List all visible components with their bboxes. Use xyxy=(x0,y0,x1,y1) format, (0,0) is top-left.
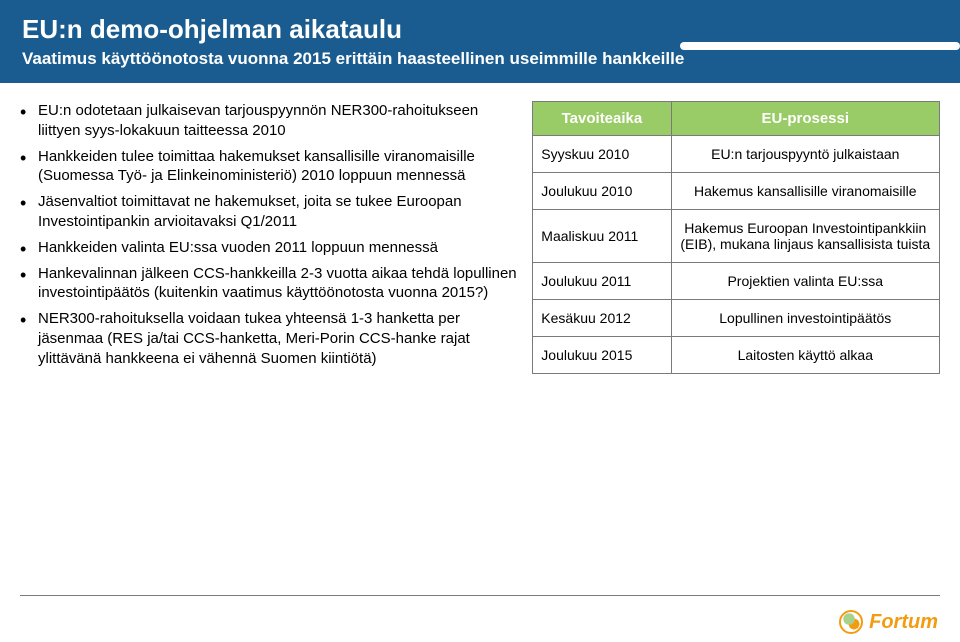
footer-divider xyxy=(20,595,940,596)
list-item: Jäsenvaltiot toimittavat ne hakemukset, … xyxy=(20,192,518,232)
table-header: Tavoiteaika xyxy=(533,102,671,136)
table-cell: Joulukuu 2010 xyxy=(533,173,671,210)
fortum-logo-icon xyxy=(839,610,863,634)
list-item: EU:n odotetaan julkaisevan tarjouspyynnö… xyxy=(20,101,518,141)
table-row: Maaliskuu 2011Hakemus Euroopan Investoin… xyxy=(533,210,940,263)
bullet-list: EU:n odotetaan julkaisevan tarjouspyynnö… xyxy=(20,101,518,369)
table-cell: Laitosten käyttö alkaa xyxy=(671,337,939,374)
slide-content: EU:n odotetaan julkaisevan tarjouspyynnö… xyxy=(0,83,960,375)
list-item: Hankevalinnan jälkeen CCS-hankkeilla 2-3… xyxy=(20,264,518,304)
slide-subtitle: Vaatimus käyttöönotosta vuonna 2015 erit… xyxy=(22,49,938,69)
list-item: Hankkeiden valinta EU:ssa vuoden 2011 lo… xyxy=(20,238,518,258)
table-cell: Joulukuu 2011 xyxy=(533,263,671,300)
table-row: Joulukuu 2015Laitosten käyttö alkaa xyxy=(533,337,940,374)
table-cell: Syyskuu 2010 xyxy=(533,136,671,173)
fortum-logo-text: Fortum xyxy=(869,611,938,634)
slide-title: EU:n demo-ohjelman aikataulu xyxy=(22,14,938,45)
list-item: NER300-rahoituksella voidaan tukea yhtee… xyxy=(20,309,518,368)
timeline-table: Tavoiteaika EU-prosessi Syyskuu 2010EU:n… xyxy=(532,101,940,374)
table-cell: Maaliskuu 2011 xyxy=(533,210,671,263)
table-cell: Projektien valinta EU:ssa xyxy=(671,263,939,300)
table-cell: Kesäkuu 2012 xyxy=(533,300,671,337)
table-row: Kesäkuu 2012Lopullinen investointipäätös xyxy=(533,300,940,337)
list-item: Hankkeiden tulee toimittaa hakemukset ka… xyxy=(20,147,518,187)
right-column: Tavoiteaika EU-prosessi Syyskuu 2010EU:n… xyxy=(532,101,940,375)
fortum-logo: Fortum xyxy=(839,610,938,634)
table-row: Joulukuu 2010Hakemus kansallisille viran… xyxy=(533,173,940,210)
table-row: Joulukuu 2011Projektien valinta EU:ssa xyxy=(533,263,940,300)
table-cell: Hakemus kansallisille viranomaisille xyxy=(671,173,939,210)
left-column: EU:n odotetaan julkaisevan tarjouspyynnö… xyxy=(20,101,518,375)
table-header: EU-prosessi xyxy=(671,102,939,136)
table-cell: EU:n tarjouspyyntö julkaistaan xyxy=(671,136,939,173)
table-cell: Hakemus Euroopan Investointipankkiin (EI… xyxy=(671,210,939,263)
table-cell: Lopullinen investointipäätös xyxy=(671,300,939,337)
table-row: Syyskuu 2010EU:n tarjouspyyntö julkaista… xyxy=(533,136,940,173)
table-cell: Joulukuu 2015 xyxy=(533,337,671,374)
slide-header: EU:n demo-ohjelman aikataulu Vaatimus kä… xyxy=(0,0,960,83)
